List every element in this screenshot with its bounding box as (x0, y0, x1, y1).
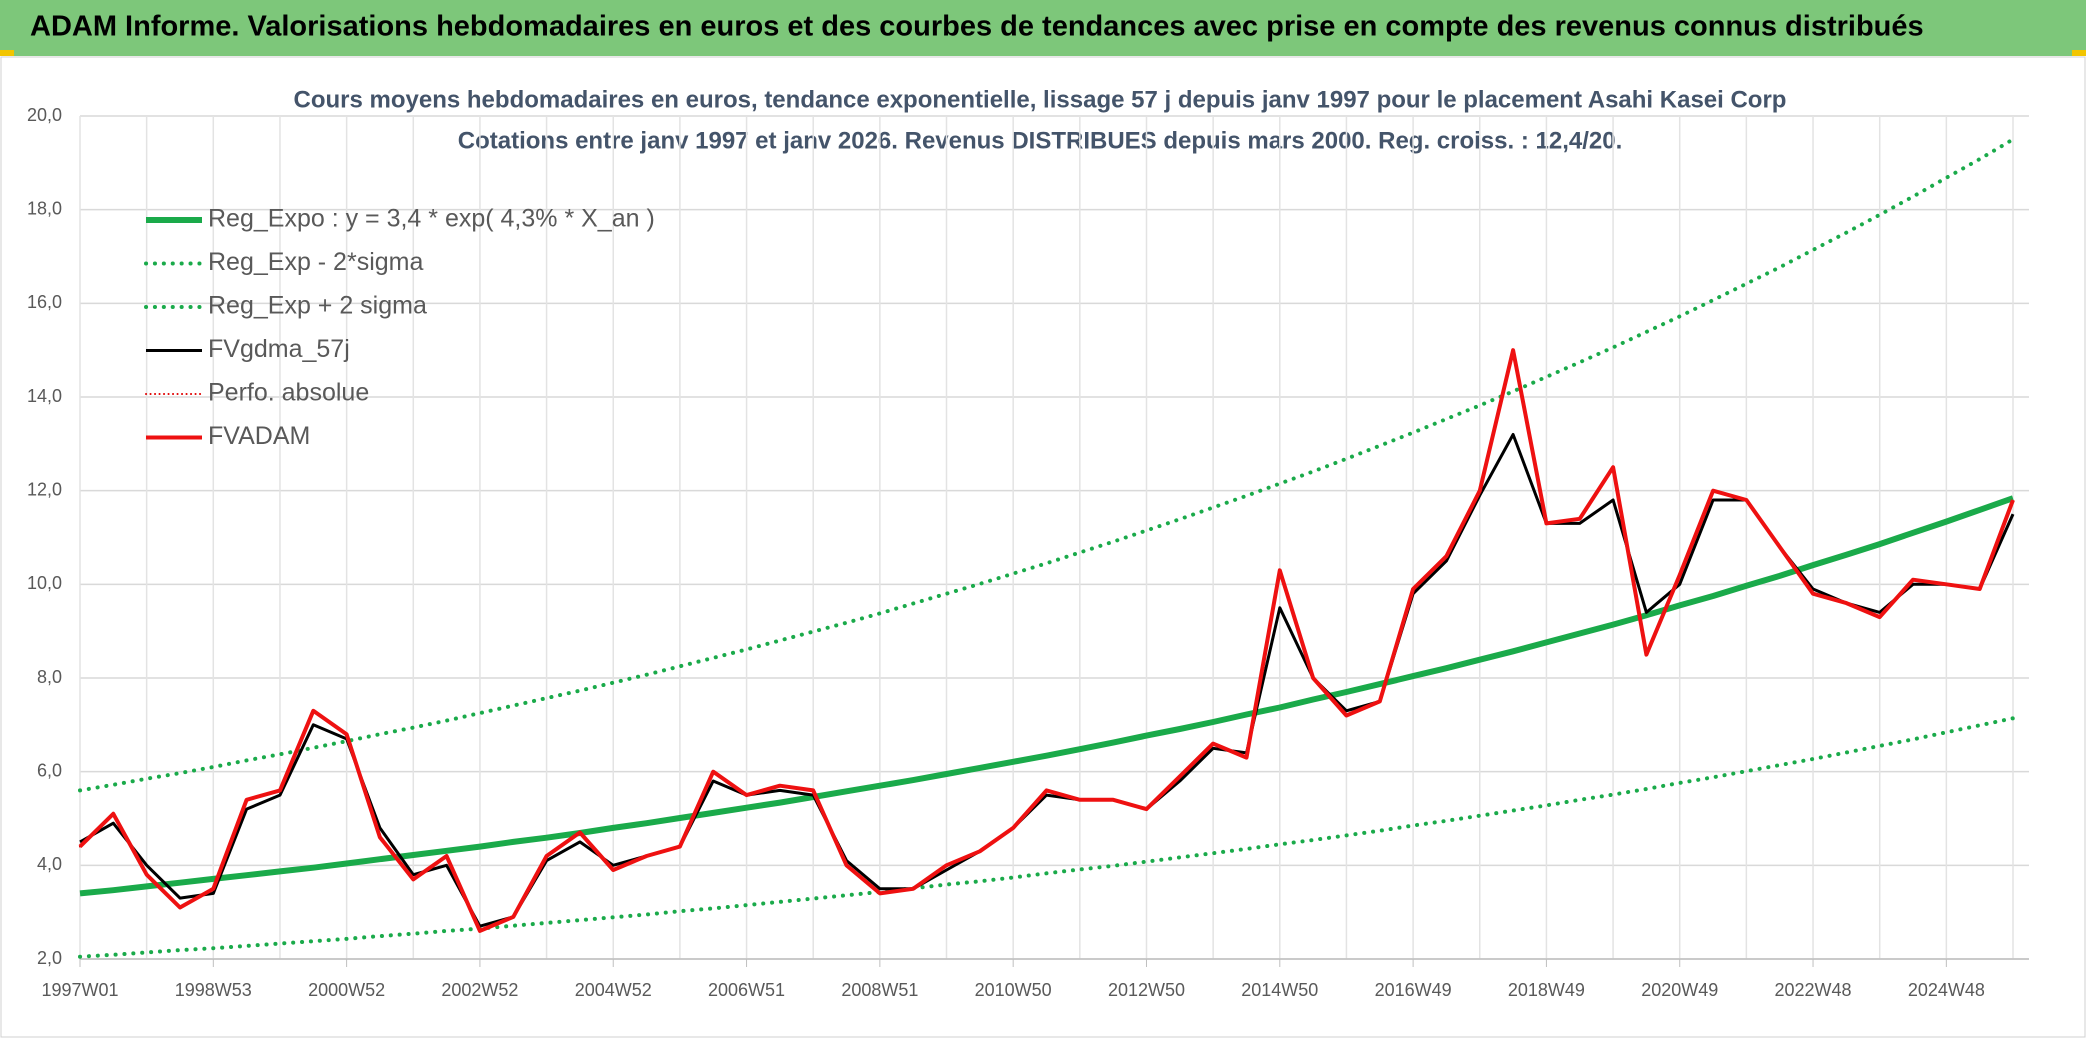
x-tick-label: 2004W52 (575, 980, 652, 1000)
header-bar (0, 0, 2086, 56)
series-line (79, 495, 2014, 897)
x-tick-label: 2006W51 (708, 980, 785, 1000)
x-tick-label: 2024W48 (1908, 980, 1985, 1000)
y-tick-label: 10,0 (27, 573, 62, 593)
x-tick-label: 2008W51 (841, 980, 918, 1000)
x-tick-label: 1997W01 (41, 980, 118, 1000)
legend-label: FVgdma_57j (208, 335, 350, 363)
chart-title: Cours moyens hebdomadaires en euros, ten… (294, 86, 1787, 113)
y-tick-label: 12,0 (27, 479, 62, 499)
y-tick-label: 6,0 (37, 760, 62, 780)
header-title: ADAM Informe. Valorisations hebdomadaire… (30, 11, 1924, 43)
legend-label: Reg_Expo : y = 3,4 * exp( 4,3% * X_an ) (208, 205, 655, 233)
x-tick-label: 2002W52 (441, 980, 518, 1000)
series-line (78, 137, 2015, 793)
x-tick-label: 2000W52 (308, 980, 385, 1000)
y-tick-label: 18,0 (27, 198, 62, 218)
y-tick-label: 14,0 (27, 386, 62, 406)
x-tick-label: 2020W49 (1641, 980, 1718, 1000)
x-tick-label: 1998W53 (175, 980, 252, 1000)
y-tick-label: 8,0 (37, 667, 62, 687)
series-line (79, 433, 2015, 928)
chart-subtitle: Cotations entre janv 1997 et janv 2026. … (458, 127, 1623, 154)
x-tick-label: 2010W50 (975, 980, 1052, 1000)
legend-label: Reg_Exp - 2*sigma (208, 248, 423, 276)
y-tick-label: 2,0 (37, 948, 62, 968)
y-tick-label: 4,0 (37, 854, 62, 874)
x-tick-label: 2022W48 (1775, 980, 1852, 1000)
corner (2072, 50, 2086, 56)
y-tick-label: 20,0 (27, 105, 62, 125)
y-tick-label: 16,0 (27, 292, 62, 312)
x-tick-label: 2016W49 (1375, 980, 1452, 1000)
x-tick-label: 2018W49 (1508, 980, 1585, 1000)
x-tick-label: 2012W50 (1108, 980, 1185, 1000)
frame (0, 56, 2086, 1038)
series-line (78, 716, 2015, 959)
corner (0, 50, 14, 56)
series-line (79, 349, 2014, 932)
x-tick-label: 2014W50 (1241, 980, 1318, 1000)
legend-label: Perfo. absolue (208, 379, 369, 407)
legend-label: Reg_Exp + 2 sigma (208, 292, 427, 320)
series-line (78, 348, 2015, 933)
legend-label: FVADAM (208, 422, 310, 450)
